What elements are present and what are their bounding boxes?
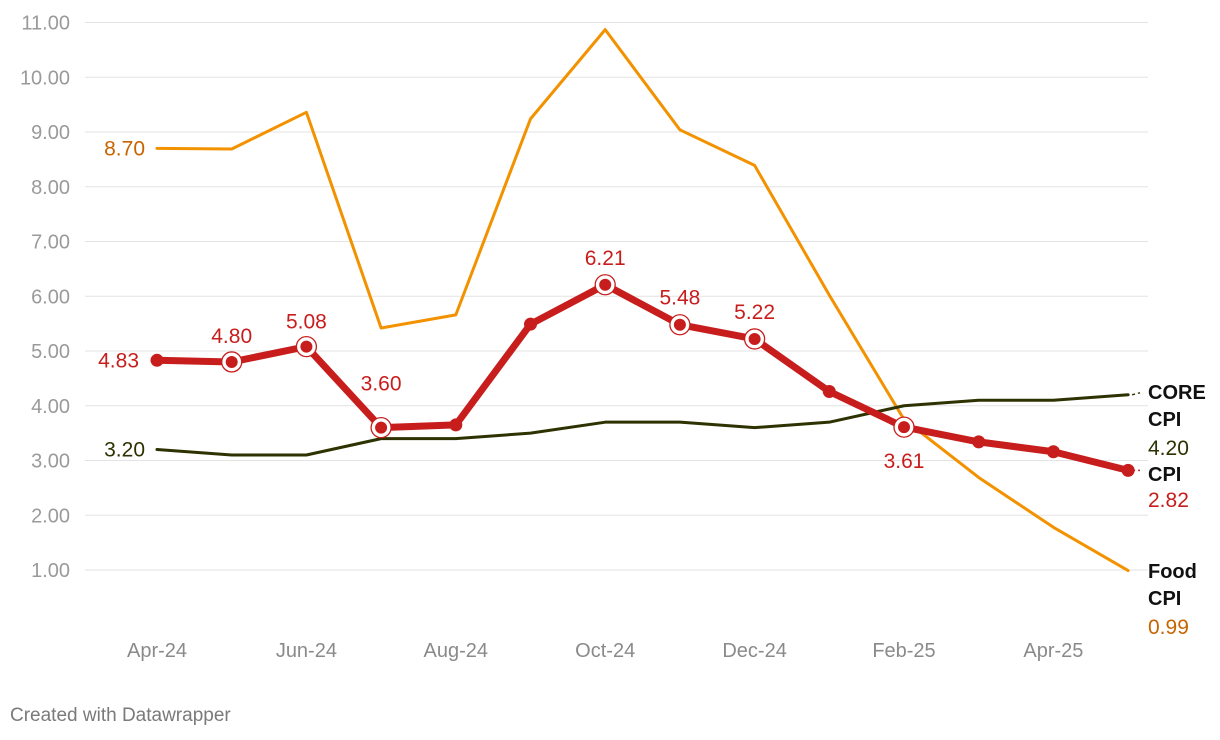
- end-label-value-food-cpi: 0.99: [1148, 616, 1189, 639]
- y-tick-label: 9.00: [31, 122, 70, 144]
- cpi-data-point: [225, 355, 238, 368]
- end-label-name-food-cpi: CPI: [1148, 588, 1181, 610]
- cpi-data-point: [449, 418, 463, 432]
- data-label-cpi: 4.83: [98, 349, 139, 372]
- end-label-name-core-cpi: CPI: [1148, 409, 1181, 431]
- cpi-data-point: [898, 421, 910, 434]
- grid-lines: [85, 22, 1148, 571]
- cpi-data-point: [748, 332, 761, 345]
- y-tick-label: 7.00: [31, 232, 70, 254]
- cpi-data-point: [822, 385, 836, 399]
- cpi-data-point: [1046, 445, 1060, 459]
- y-tick-label: 3.00: [31, 451, 70, 473]
- x-tick-label: Oct-24: [575, 640, 635, 662]
- x-tick-label: Aug-24: [424, 640, 489, 662]
- cpi-data-point: [300, 340, 313, 353]
- series-lines: [150, 28, 1135, 573]
- end-label-name-cpi: CPI: [1148, 464, 1181, 486]
- y-tick-label: 2.00: [31, 505, 70, 527]
- cpi-data-point: [150, 353, 164, 367]
- y-tick-label: 11.00: [21, 13, 70, 35]
- end-label-value-core-cpi: 4.20: [1148, 437, 1189, 460]
- end-label-name-core-cpi: CORE: [1148, 382, 1206, 404]
- data-label-food-cpi: 8.70: [104, 137, 145, 160]
- end-label-value-cpi: 2.82: [1148, 489, 1189, 512]
- series-line-core-cpi: [155, 393, 1130, 457]
- cpi-data-point: [375, 421, 388, 434]
- data-label-cpi: 3.61: [884, 450, 925, 473]
- y-tick-label: 10.00: [20, 67, 70, 89]
- x-tick-label: Apr-24: [127, 640, 187, 662]
- data-label-cpi: 5.08: [286, 311, 327, 334]
- datawrapper-credit: Created with Datawrapper: [10, 705, 231, 726]
- cpi-data-point: [1121, 463, 1135, 477]
- y-axis-tick-labels: 1.00 2.00 3.00 4.00 5.00 6.00 7.00 8.00 9.00 10.0…: [20, 13, 70, 583]
- data-label-cpi: 6.21: [585, 247, 626, 270]
- cpi-data-point: [524, 317, 537, 331]
- x-tick-label: Dec-24: [722, 640, 786, 662]
- x-tick-label: Feb-25: [872, 640, 935, 662]
- data-label-core-cpi: 3.20: [104, 439, 145, 462]
- cpi-data-point: [673, 318, 686, 331]
- y-tick-label: 4.00: [31, 396, 70, 418]
- data-label-cpi: 4.80: [211, 325, 252, 348]
- end-label-name-food-cpi: Food: [1148, 561, 1197, 583]
- y-tick-label: 8.00: [31, 177, 70, 199]
- data-labels: 8.70 3.20 4.83 4.80 5.08 3.60 6.21 5.48 5.22 3.61: [98, 137, 924, 473]
- data-label-cpi: 3.60: [361, 373, 402, 396]
- x-tick-label: Jun-24: [276, 640, 337, 662]
- x-axis-tick-labels: Apr-24 Jun-24 Aug-24 Oct-24 Dec-24 Feb-25 Apr-…: [127, 640, 1083, 662]
- series-line-cpi: [153, 281, 1132, 474]
- end-label-connector: [1131, 392, 1141, 396]
- y-tick-label: 6.00: [31, 286, 70, 308]
- cpi-data-point: [972, 435, 986, 449]
- y-tick-label: 5.00: [31, 341, 70, 363]
- data-label-cpi: 5.48: [659, 287, 700, 310]
- line-chart: 1.00 2.00 3.00 4.00 5.00 6.00 7.00 8.00 9.00 10.0…: [20, 13, 1206, 663]
- x-tick-label: Apr-25: [1023, 640, 1083, 662]
- cpi-data-point: [599, 278, 612, 291]
- series-line-food-cpi: [155, 28, 1130, 573]
- data-label-cpi: 5.22: [734, 301, 775, 324]
- y-tick-label: 1.00: [31, 560, 70, 582]
- series-end-labels: Food CPI 0.99 CORE CPI 4.20 CPI 2.82: [1131, 382, 1206, 639]
